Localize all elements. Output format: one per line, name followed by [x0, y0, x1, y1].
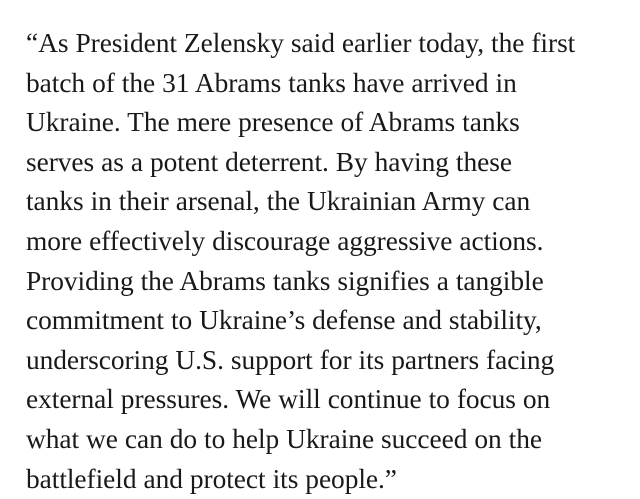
quote-line: more effectively discourage aggressive a… [26, 225, 544, 256]
quote-line: tanks in their arsenal, the Ukrainian Ar… [26, 186, 531, 217]
quote-card: “As President Zelensky said earlier toda… [26, 28, 576, 494]
quote-line: external pressures. We will continue to … [26, 384, 551, 415]
quote-line: “As President Zelensky said earlier toda… [26, 28, 576, 58]
quote-line: Providing the Abrams tanks signifies a t… [26, 265, 544, 296]
quote-line: battlefield and protect its people.” [26, 463, 397, 494]
quote-line: commitment to Ukraine’s defense and stab… [26, 305, 542, 336]
quote-line: underscoring U.S. support for its partne… [26, 344, 555, 375]
quote-text-block: “As President Zelensky said earlier toda… [26, 24, 618, 499]
quote-line: batch of the 31 Abrams tanks have arrive… [26, 67, 517, 98]
quote-line: Ukraine. The mere presence of Abrams tan… [26, 107, 520, 138]
quote-line: what we can do to help Ukraine succeed o… [26, 423, 542, 454]
quote-line: serves as a potent deterrent. By having … [26, 146, 512, 177]
